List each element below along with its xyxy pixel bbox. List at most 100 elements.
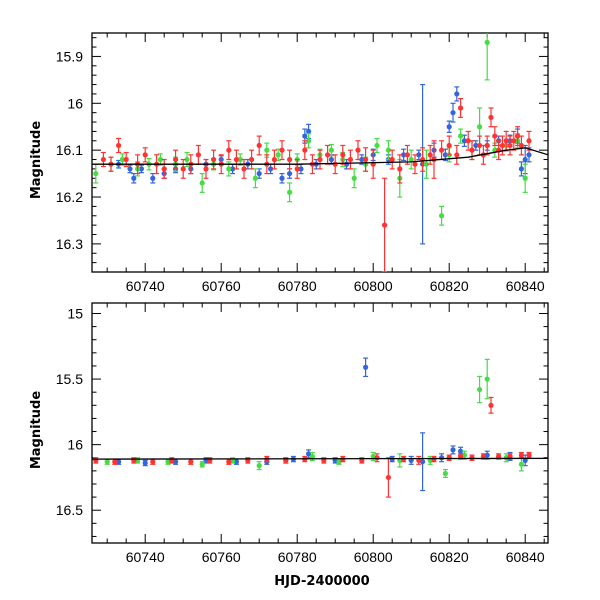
data-point	[515, 133, 521, 139]
data-point	[195, 152, 201, 158]
data-point	[458, 105, 464, 111]
x-tick-label: 60760	[202, 549, 241, 565]
data-point	[526, 152, 532, 158]
data-point	[237, 156, 243, 163]
data-point	[446, 124, 452, 130]
data-point	[302, 147, 308, 153]
data-point	[488, 402, 494, 408]
data-point	[496, 453, 502, 460]
x-tick-label: 60780	[278, 549, 317, 565]
data-point	[150, 459, 156, 465]
data-point	[427, 152, 433, 158]
data-point	[268, 166, 274, 172]
data-point	[256, 463, 262, 469]
bottom-panel: 60740 60760 60780 60800 60820 60840 15 15.5 16 16…	[56, 302, 549, 565]
data-point	[458, 133, 464, 139]
data-point	[442, 152, 448, 158]
data-point	[180, 166, 186, 172]
data-point	[325, 152, 331, 158]
data-point	[256, 142, 262, 149]
data-point	[404, 152, 410, 158]
data-point	[503, 138, 509, 144]
data-point	[123, 156, 129, 163]
top-y-axis-title: Magnitude	[29, 121, 44, 200]
data-point	[306, 138, 312, 144]
data-point	[423, 161, 429, 167]
y-tick-label: 15	[67, 305, 83, 321]
y-tick-label: 16.3	[56, 236, 83, 252]
data-point	[518, 461, 525, 467]
top-panel: 60740 60760 60780 60800 60820 60840 15.9 16 16.1…	[56, 32, 549, 294]
data-point	[131, 175, 137, 181]
data-point	[211, 156, 217, 163]
data-point	[116, 459, 122, 465]
data-point	[382, 222, 388, 228]
data-point	[374, 142, 380, 149]
x-tick-label: 60840	[506, 549, 545, 565]
data-point	[119, 156, 125, 163]
x-tick-label: 60740	[126, 278, 165, 294]
data-point	[401, 152, 407, 158]
data-point	[363, 156, 369, 163]
model-curve	[92, 457, 548, 460]
data-point	[317, 156, 323, 163]
data-point	[336, 459, 342, 465]
data-point	[328, 156, 334, 163]
data-point	[226, 147, 232, 153]
data-point	[477, 142, 483, 149]
data-point	[492, 133, 498, 139]
x-axis-title: HJD-2400000	[274, 574, 369, 589]
data-point	[488, 114, 494, 120]
x-tick-label: 60820	[430, 278, 469, 294]
plot-frame	[91, 302, 549, 544]
data-point	[454, 152, 460, 158]
data-point	[511, 138, 517, 144]
data-point	[385, 474, 391, 481]
x-tick-label: 60760	[202, 278, 241, 294]
data-point	[518, 452, 525, 458]
data-point	[279, 147, 285, 153]
data-point	[309, 453, 315, 460]
data-point	[351, 175, 357, 181]
data-point	[226, 166, 232, 172]
y-tick-label: 15.5	[56, 371, 83, 387]
data-point	[302, 133, 308, 139]
data-point	[199, 180, 205, 186]
data-point	[518, 142, 525, 149]
data-point	[499, 142, 505, 149]
data-point	[306, 128, 312, 135]
data-point	[359, 156, 365, 163]
x-tick-label: 60800	[354, 278, 393, 294]
data-point	[374, 455, 380, 461]
data-point	[439, 147, 445, 153]
data-point	[287, 189, 293, 195]
bottom-y-axis-title: Magnitude	[29, 391, 44, 470]
data-point	[439, 213, 445, 219]
data-point	[203, 166, 209, 172]
data-point	[518, 166, 525, 172]
data-point	[127, 166, 133, 172]
x-tick-label: 60800	[354, 549, 393, 565]
data-point	[416, 152, 422, 158]
data-point	[298, 166, 304, 172]
data-point	[142, 460, 148, 466]
data-point	[484, 376, 490, 382]
data-point	[340, 152, 346, 158]
data-point	[332, 161, 338, 167]
data-point	[188, 459, 194, 465]
data-point	[522, 156, 528, 163]
data-point	[138, 166, 144, 172]
x-tick-label: 60780	[278, 278, 317, 294]
data-point	[347, 156, 353, 163]
data-point	[458, 453, 464, 460]
data-point	[241, 166, 247, 172]
x-tick-label: 60740	[126, 549, 165, 565]
data-point	[112, 459, 118, 465]
data-point	[526, 452, 532, 458]
data-point	[287, 156, 293, 163]
data-point	[397, 166, 403, 172]
data-point	[484, 39, 490, 45]
data-point	[275, 152, 281, 158]
data-point	[439, 455, 445, 461]
data-point	[279, 175, 285, 181]
